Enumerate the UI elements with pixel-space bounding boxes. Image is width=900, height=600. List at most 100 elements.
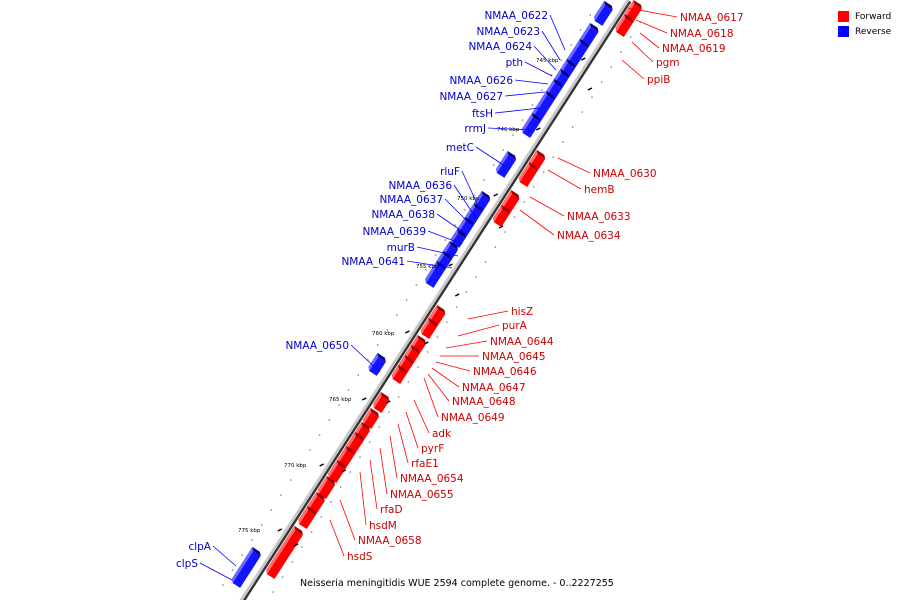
scale-dot [270,509,273,511]
reverse-gene-label: NMAA_0636 [388,180,452,192]
forward-gene-label: pgm [656,57,680,69]
scale-marker [341,469,347,473]
forward-label-leader [445,340,488,349]
genome-caption: Neisseria meningitidis WUE 2594 complete… [300,578,614,589]
scale-dot [376,344,379,346]
forward-label-leader [389,435,398,479]
scale-dot [600,81,603,83]
forward-label-leader [423,377,439,418]
reverse-gene-label: NMAA_0641 [341,256,405,268]
scale-dot [521,119,524,121]
scale-dot [272,591,274,593]
scale-dot [299,464,302,466]
scale-marker [498,225,504,229]
reverse-gene-label: NMAA_0650 [285,340,349,352]
reverse-label-leader [444,198,471,225]
forward-gene-label: NMAA_0619 [662,43,726,55]
reverse-label-leader [416,246,459,257]
scale-dot [231,569,234,571]
scale-dot [222,584,224,586]
forward-gene-block-2 [615,13,633,37]
forward-gene-label: NMAA_0634 [557,230,621,242]
scale-dot [347,389,350,391]
reverse-label-leader [406,260,453,269]
reverse-gene-label: clpA [188,541,211,553]
forward-swatch [838,11,849,22]
scale-dot [571,126,574,128]
scale-dot [289,479,292,481]
reverse-gene-label: rrmJ [464,123,486,135]
reverse-gene-label: ftsH [472,108,493,120]
scale-dot [309,449,311,451]
scale-marker [423,341,429,345]
scale-dot [581,111,584,113]
forward-label-leader [557,157,591,174]
scale-dot [281,576,284,578]
forward-gene-label: NMAA_0617 [680,12,744,24]
scale-dot [542,171,545,173]
scale-dot [562,141,564,143]
scale-dot [473,194,476,196]
forward-gene-label: rfaD [380,504,403,516]
reverse-gene-block-9 [495,150,516,178]
forward-gene-label: NMAA_0649 [441,412,505,424]
scale-dot [620,51,622,53]
scale-label: 770 kbp [284,463,307,469]
reverse-gene-label: metC [446,142,474,154]
scale-dot [386,329,389,331]
scale-dot [388,411,390,413]
scale-dot [320,516,323,518]
reverse-label-leader [212,545,237,567]
forward-gene-label: ppiB [647,74,670,86]
scale-dot [541,89,543,91]
scale-marker [293,543,299,547]
scale-marker [405,330,410,334]
legend-forward-label: Forward [855,11,892,22]
forward-label-leader [369,459,378,510]
forward-label-leader [621,59,645,80]
scale-dot [446,321,448,323]
scale-dot [397,396,400,398]
reverse-gene-block-13 [450,228,466,248]
scale-dot [436,336,439,338]
forward-label-leader [413,399,430,434]
scale-dot [426,351,429,353]
scale-dot [504,231,506,233]
forward-label-leader [639,32,660,49]
scale-label: 775 kbp [238,528,261,534]
forward-gene-block-22 [266,525,303,579]
legend-forward: Forward [838,9,891,24]
forward-label-leader [379,447,388,495]
scale-label: 760 kbp [372,331,395,337]
reverse-gene-label: NMAA_0622 [484,10,548,22]
reverse-gene-label: clpS [176,558,198,570]
forward-gene-label: NMAA_0644 [490,336,554,348]
reverse-gene-label: NMAA_0638 [371,209,435,221]
forward-gene-block-4 [518,161,538,187]
forward-label-leader [529,196,565,217]
reverse-label-leader [487,127,531,131]
forward-gene-label: NMAA_0655 [390,489,454,501]
scale-dot [301,546,303,548]
reverse-gene-block-7 [532,90,555,122]
scale-dot [570,44,572,46]
scale-dot [463,209,466,211]
scale-dot [425,269,427,271]
scale-marker [277,528,283,532]
scale-marker [535,127,541,131]
forward-gene-block-6 [492,204,510,227]
scale-dot [417,366,419,368]
forward-gene-block-19 [317,475,336,499]
forward-gene-label: NMAA_0648 [452,396,516,408]
genome-backbone [241,0,632,600]
scale-dot [483,179,485,181]
forward-gene-label: NMAA_0654 [400,473,464,485]
forward-gene-block-13 [373,391,390,413]
scale-dot [349,471,352,473]
forward-label-leader [467,310,509,320]
scale-dot [318,434,321,436]
scale-label: 750 kbp [457,196,480,202]
reverse-gene-block-8 [521,112,541,138]
reverse-gene-label: NMAA_0626 [449,75,513,87]
